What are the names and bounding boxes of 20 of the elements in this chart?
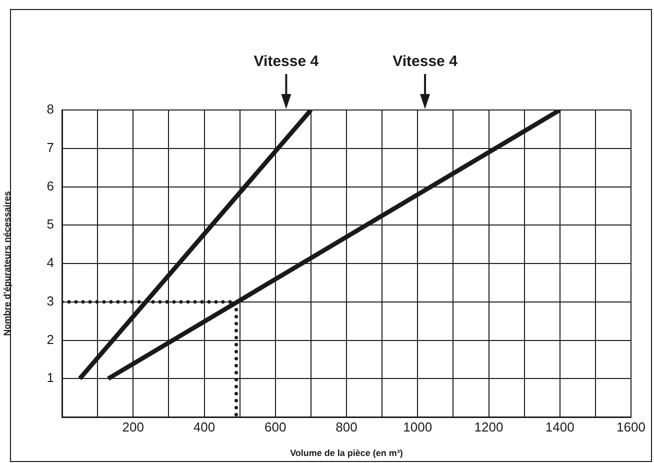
y-tick-label: 4 bbox=[46, 255, 54, 270]
text: Vitesse 4 bbox=[392, 53, 458, 70]
text: Vitesse 4 bbox=[254, 53, 320, 70]
y-tick-label: 6 bbox=[46, 178, 54, 194]
x-tick-label: 600 bbox=[264, 419, 286, 434]
y-tick-label: 1 bbox=[46, 370, 54, 386]
x-tick-label: 1600 bbox=[616, 419, 646, 434]
x-tick-label: 1000 bbox=[403, 419, 432, 434]
y-tick-label: 5 bbox=[46, 216, 54, 232]
x-tick-label: 1200 bbox=[474, 419, 504, 434]
x-axis-title: Volume de la pièce (en m³) bbox=[290, 448, 403, 458]
x-tick-label: 1400 bbox=[545, 419, 574, 434]
y-tick-label: 8 bbox=[46, 102, 54, 117]
y-tick-label: 3 bbox=[46, 293, 54, 308]
y-tick-label: 7 bbox=[46, 140, 54, 155]
y-tick-label: 2 bbox=[46, 332, 54, 347]
y-axis-title: Nombre d'épurateurs nécessaires bbox=[2, 191, 12, 336]
x-tick-label: 400 bbox=[193, 419, 216, 434]
x-tick-label: 200 bbox=[122, 419, 144, 434]
x-tick-label: 800 bbox=[336, 419, 358, 434]
